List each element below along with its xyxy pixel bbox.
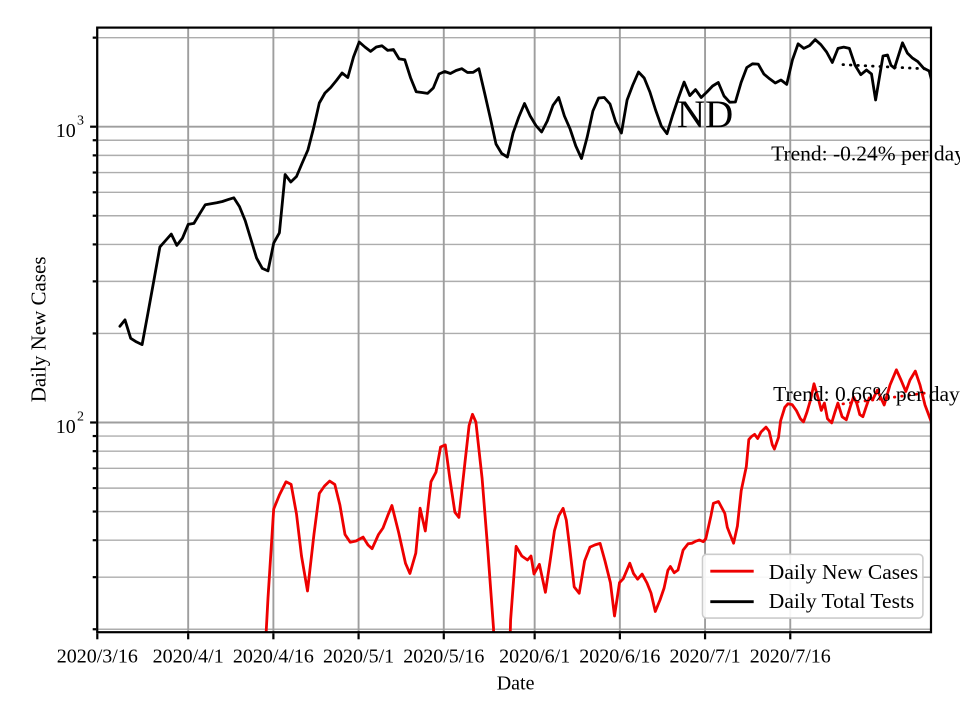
svg-text:2: 2 (77, 409, 84, 424)
svg-text:Trend: -0.24% per day: Trend: -0.24% per day (771, 142, 960, 166)
svg-text:2020/3/16: 2020/3/16 (57, 646, 138, 668)
svg-text:Daily New Cases: Daily New Cases (769, 560, 918, 584)
svg-text:2020/6/16: 2020/6/16 (579, 646, 660, 668)
svg-text:2020/5/1: 2020/5/1 (323, 646, 394, 668)
svg-text:ND: ND (677, 93, 733, 136)
svg-text:2020/7/1: 2020/7/1 (669, 646, 740, 668)
svg-text:Date: Date (497, 673, 535, 695)
svg-text:10: 10 (56, 416, 76, 438)
svg-text:2020/4/1: 2020/4/1 (153, 646, 224, 668)
svg-text:2020/6/1: 2020/6/1 (499, 646, 570, 668)
svg-text:Daily New Cases: Daily New Cases (27, 256, 51, 402)
svg-text:2020/5/16: 2020/5/16 (403, 646, 484, 668)
svg-text:Daily Total Tests: Daily Total Tests (769, 589, 915, 613)
svg-text:3: 3 (77, 114, 84, 129)
svg-text:Trend: 0.66% per day: Trend: 0.66% per day (773, 382, 960, 406)
svg-text:2020/7/16: 2020/7/16 (750, 646, 831, 668)
svg-text:2020/4/16: 2020/4/16 (233, 646, 314, 668)
svg-text:10: 10 (56, 120, 76, 142)
